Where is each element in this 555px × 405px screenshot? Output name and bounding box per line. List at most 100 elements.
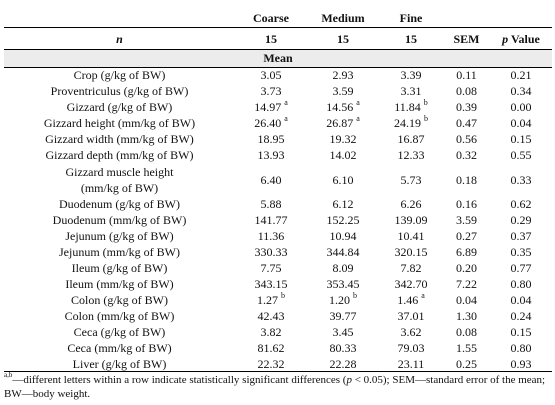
row-label-text: Ileum (mm/kg of BW) [65, 277, 174, 291]
mean-bottom-rule [4, 67, 552, 68]
table-row: Jejunum (g/kg of BW) 11.36 10.94 10.41 0.27 0… [4, 228, 552, 244]
cell-value: 3.82 [260, 325, 282, 339]
table-row: Ileum (mm/kg of BW) 343.15 353.45 342.70 7.2… [4, 276, 552, 292]
cell-value: 330.33 [254, 245, 288, 259]
cell-p-value: 0.34 [510, 84, 532, 98]
table-row: Jejunum (mm/kg of BW) 330.33 344.84 320.15 6… [4, 244, 552, 260]
cell-fine: 139.09 [379, 212, 443, 228]
cell-value: 81.62 [257, 341, 285, 355]
cell-medium: 344.84 [307, 244, 379, 260]
row-label-text: Proventriculus (g/kg of BW) [50, 84, 189, 98]
cell-sem: 0.25 [456, 357, 477, 371]
cell-medium: 14.02 [307, 147, 379, 163]
footnote-text-2: < 0.05); SEM—standard error of the mean;… [4, 374, 546, 400]
cell-p-value: 0.00 [510, 100, 532, 114]
cell-value: 3.73 [260, 84, 282, 98]
significance-letter: a [421, 291, 425, 300]
header-row-groups: Coarse Medium Fine [4, 7, 552, 28]
cell-value: 3.59 [332, 84, 354, 98]
row-label: Duodenum (g/kg of BW) [4, 196, 235, 212]
cell-coarse: 11.36 [235, 228, 307, 244]
cell-value: 1.46 [397, 293, 419, 307]
cell-medium: 80.33 [307, 340, 379, 356]
cell-p-value: 0.21 [510, 68, 532, 82]
bottom-rule [4, 371, 552, 372]
cell-fine: 37.01 [379, 308, 443, 324]
significance-letter: a [356, 114, 360, 123]
row-label: Colon (mm/kg of BW) [4, 308, 235, 324]
header-blank-p [490, 7, 552, 28]
cell-medium: 6.10 [307, 163, 379, 196]
header-blank-sem [443, 7, 490, 28]
cell-coarse: 330.33 [235, 244, 307, 260]
cell-value: 7.75 [260, 261, 282, 275]
header-blank [4, 7, 235, 28]
cell-p-value: 0.15 [510, 325, 532, 339]
cell-value: 342.70 [394, 277, 428, 291]
row-label: Jejunum (g/kg of BW) [4, 228, 235, 244]
cell-sem: 6.89 [456, 245, 477, 259]
row-label-text: Gizzard (g/kg of BW) [66, 100, 173, 114]
cell-value: 10.94 [329, 229, 357, 243]
row-label-text: Colon (g/kg of BW) [71, 293, 168, 307]
cell-sem: 1.30 [456, 309, 477, 323]
cell-fine: 12.33 [379, 147, 443, 163]
header-medium: Medium [321, 10, 365, 25]
cell-p-value: 0.24 [510, 309, 532, 323]
significance-letter: b [353, 291, 357, 300]
cell-p-value: 0.93 [510, 357, 532, 371]
cell-value: 79.03 [397, 341, 425, 355]
cell-fine: 3.31 [379, 83, 443, 99]
cell-p-value: 0.15 [510, 132, 532, 146]
row-label: Ileum (g/kg of BW) [4, 260, 235, 276]
row-label: Gizzard width (mm/kg of BW) [4, 131, 235, 147]
significance-letter: a [284, 98, 288, 107]
cell-value: 3.05 [260, 68, 282, 82]
table-row: Duodenum (mm/kg of BW) 141.77 152.25 139.09… [4, 212, 552, 228]
cell-sem: 0.20 [456, 261, 477, 275]
cell-value: 22.32 [257, 357, 285, 371]
significance-letter: b [281, 291, 285, 300]
cell-p-value: 0.62 [510, 197, 532, 211]
cell-coarse: 3.73 [235, 83, 307, 99]
mean-subheader: Mean [263, 51, 293, 65]
cell-value: 3.62 [400, 325, 422, 339]
mean-row-shade [4, 49, 552, 67]
cell-sem: 0.08 [456, 84, 477, 98]
cell-coarse: 5.88 [235, 196, 307, 212]
cell-coarse: 13.93 [235, 147, 307, 163]
cell-medium: 152.25 [307, 212, 379, 228]
cell-coarse: 3.82 [235, 324, 307, 340]
cell-fine: 3.39 [379, 67, 443, 83]
cell-sem: 7.22 [456, 277, 477, 291]
table-row: Ceca (g/kg of BW) 3.82 3.45 3.62 0.08 0.15 [4, 324, 552, 340]
header-coarse: Coarse [253, 10, 289, 25]
cell-medium: 3.45 [307, 324, 379, 340]
cell-sem: 0.56 [456, 132, 477, 146]
cell-value: 141.77 [254, 213, 288, 227]
cell-value: 3.39 [400, 68, 422, 82]
cell-p-value: 0.37 [510, 229, 532, 243]
cell-sem: 0.32 [456, 148, 477, 162]
table-row: Gizzard (g/kg of BW) 14.97 a 14.56 a 11.84 … [4, 99, 552, 115]
cell-fine: 16.87 [379, 131, 443, 147]
cell-value: 1.20 [329, 293, 350, 307]
cell-sem: 0.16 [456, 197, 477, 211]
header-n-coarse: 15 [265, 31, 277, 46]
table-row: Gizzard height (mm/kg of BW) 26.40 a 26.87… [4, 115, 552, 131]
cell-value: 5.73 [400, 172, 422, 187]
cell-fine: 342.70 [379, 276, 443, 292]
cell-value: 80.33 [329, 341, 357, 355]
cell-fine: 3.62 [379, 324, 443, 340]
cell-medium: 8.09 [307, 260, 379, 276]
header-p-italic: p [502, 31, 509, 46]
row-label: Ceca (mm/kg of BW) [4, 340, 235, 356]
table-row: Gizzard muscle height (mm/kg of BW) 6.40 6.… [4, 163, 552, 196]
cell-p-value: 0.77 [510, 261, 532, 275]
cell-medium: 353.45 [307, 276, 379, 292]
cell-value: 26.40 [254, 116, 282, 130]
footnote-p: p [346, 374, 352, 386]
cell-coarse: 81.62 [235, 340, 307, 356]
table-row: Crop (g/kg of BW) 3.05 2.93 3.39 0.11 0.21 [4, 67, 552, 83]
row-label: Duodenum (mm/kg of BW) [4, 212, 235, 228]
